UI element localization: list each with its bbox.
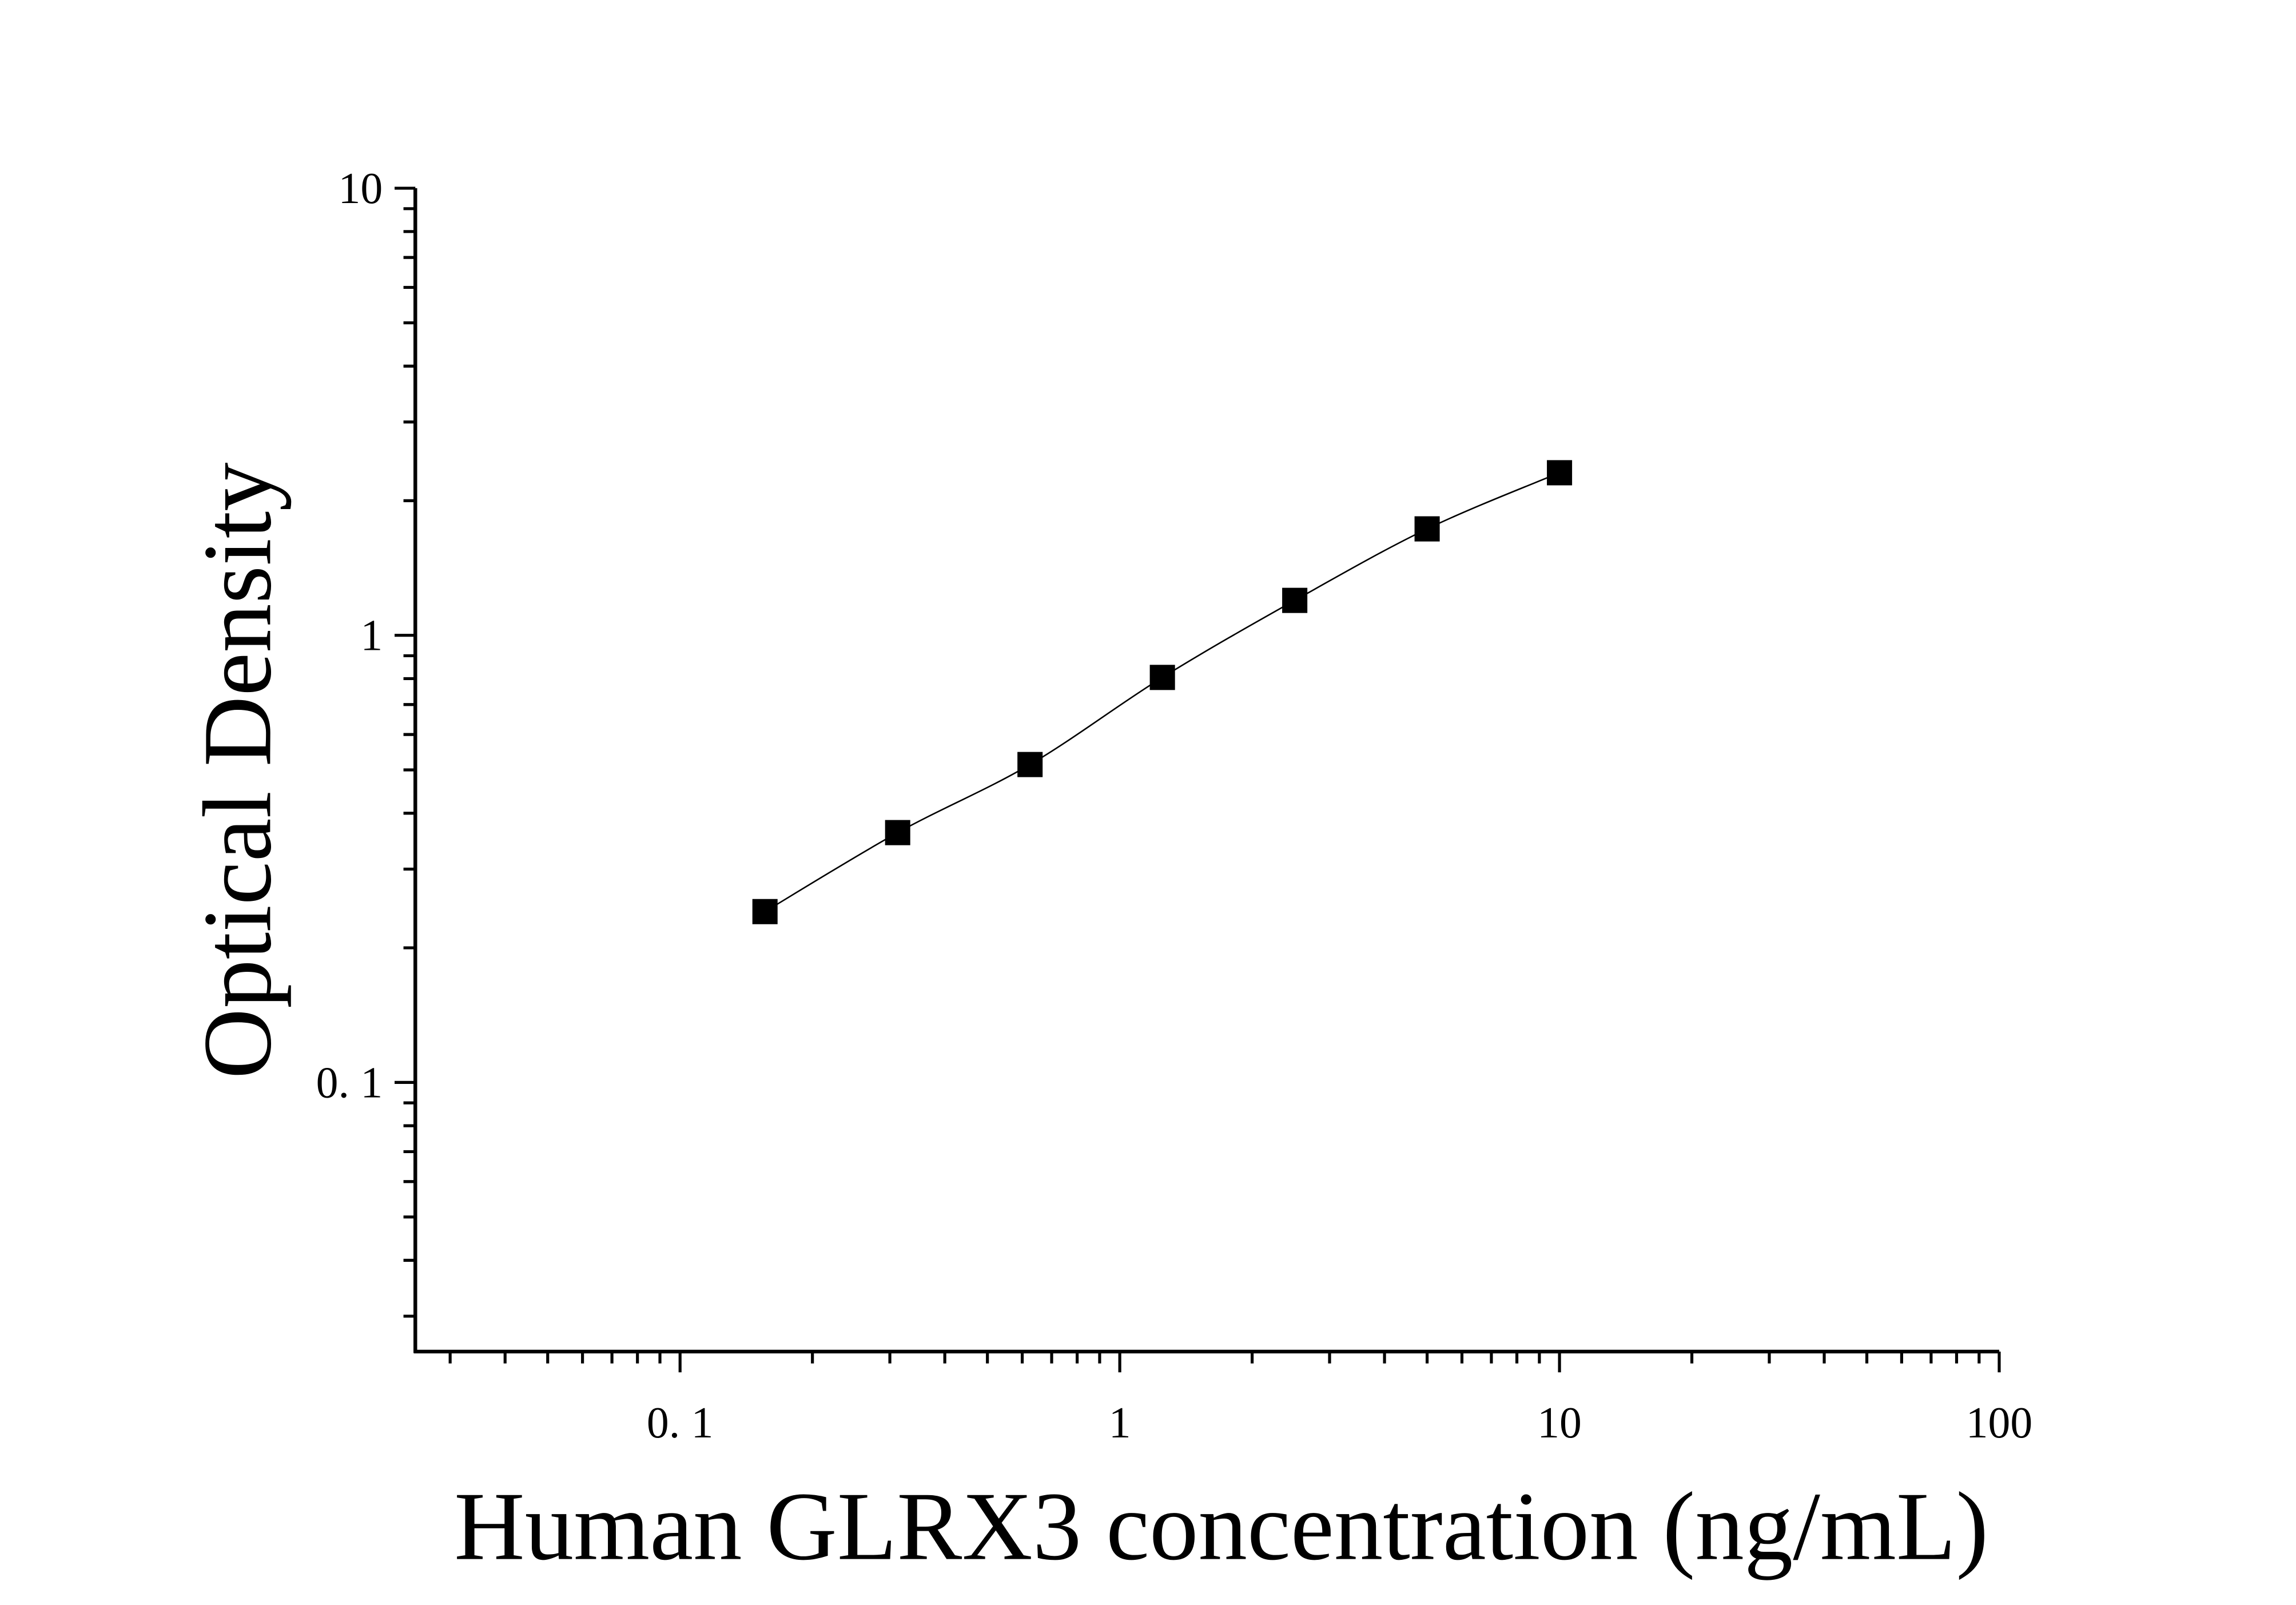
data-point	[1547, 460, 1573, 486]
axes	[395, 186, 2001, 1373]
data-point	[752, 899, 778, 924]
data-point	[1017, 752, 1043, 777]
x-axis-label: Human GLRX3 concentration (ng/mL)	[454, 1472, 1988, 1581]
y-axis-label: Optical Density	[183, 462, 292, 1079]
data-point	[1282, 587, 1308, 613]
x-tick-label: 0. 1	[647, 1398, 714, 1447]
x-tick-label: 1	[1109, 1398, 1131, 1447]
tick-labels: 0. 1 1 10 100 0. 1 1 10	[316, 164, 2033, 1447]
data-point	[1414, 516, 1440, 542]
y-tick-label: 1	[360, 611, 383, 660]
y-tick-label: 0. 1	[316, 1058, 383, 1107]
y-tick-label: 10	[339, 164, 383, 213]
fit-curve	[765, 472, 1560, 912]
data-points	[752, 460, 1573, 924]
data-point	[1149, 665, 1175, 690]
data-point	[885, 820, 910, 845]
x-tick-label: 100	[1966, 1398, 2033, 1447]
x-tick-label: 10	[1537, 1398, 1582, 1447]
